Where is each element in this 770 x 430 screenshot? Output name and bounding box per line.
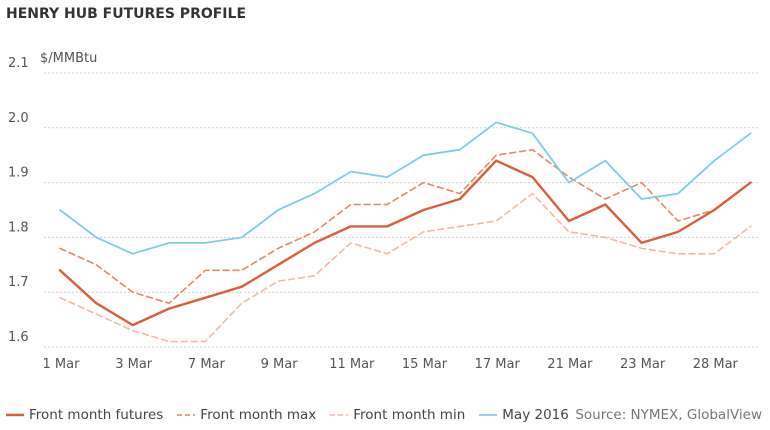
x-tick-label: 28 Mar <box>693 357 739 372</box>
series-line-may-2016 <box>59 121 752 255</box>
x-tick-label: 11 Mar <box>329 357 375 372</box>
y-tick-label: 1.9 <box>8 166 29 181</box>
y-tick-label: 1.7 <box>8 275 29 290</box>
series-line-front-month-max <box>59 148 752 305</box>
grid-lines <box>44 72 760 348</box>
y-tick-label: 1.8 <box>8 220 29 235</box>
y-tick-label: 1.6 <box>8 330 29 345</box>
x-tick-label: 15 Mar <box>402 357 448 372</box>
series-line-front-month-min <box>59 192 752 343</box>
x-tick-label: 7 Mar <box>188 357 226 372</box>
line-chart: 1.6 1.7 1.8 1.9 2.0 2.1 $/MMBtu 1 Mar 3 Mar 7 Mar… <box>8 51 760 372</box>
legend-label: May 2016 <box>502 407 569 423</box>
x-tick-label: 9 Mar <box>261 357 299 372</box>
legend-item-front-month-max: Front month max <box>177 407 316 423</box>
series-lines <box>58 121 752 343</box>
source-note: Source: NYMEX, GlobalView <box>575 407 762 423</box>
y-axis-label: $/MMBtu <box>40 51 97 66</box>
y-tick-label: 2.1 <box>8 56 29 71</box>
legend-item-front-month-futures: Front month futures <box>6 407 163 423</box>
x-tick-label: 3 Mar <box>115 357 153 372</box>
legend-swatch <box>479 414 498 416</box>
x-tick-label: 1 Mar <box>43 357 81 372</box>
axis-labels: 1.6 1.7 1.8 1.9 2.0 2.1 $/MMBtu 1 Mar 3 Mar 7 Mar… <box>8 51 739 372</box>
legend-item-may-2016: May 2016 <box>479 407 569 423</box>
legend-item-front-month-min: Front month min <box>330 407 465 423</box>
legend-swatch <box>330 414 349 416</box>
legend-label: Front month max <box>200 407 317 423</box>
legend-label: Front month futures <box>29 407 164 423</box>
series-line-front-month-futures <box>58 159 752 327</box>
legend-swatch <box>177 414 196 416</box>
x-tick-label: 21 Mar <box>547 357 593 372</box>
x-tick-label: 23 Mar <box>620 357 666 372</box>
y-tick-label: 2.0 <box>8 111 29 126</box>
legend: Front month futures Front month max Fron… <box>6 407 583 423</box>
legend-swatch <box>6 413 24 417</box>
chart-title: HENRY HUB FUTURES PROFILE <box>6 6 247 22</box>
x-tick-label: 17 Mar <box>475 357 521 372</box>
legend-label: Front month min <box>353 407 466 423</box>
